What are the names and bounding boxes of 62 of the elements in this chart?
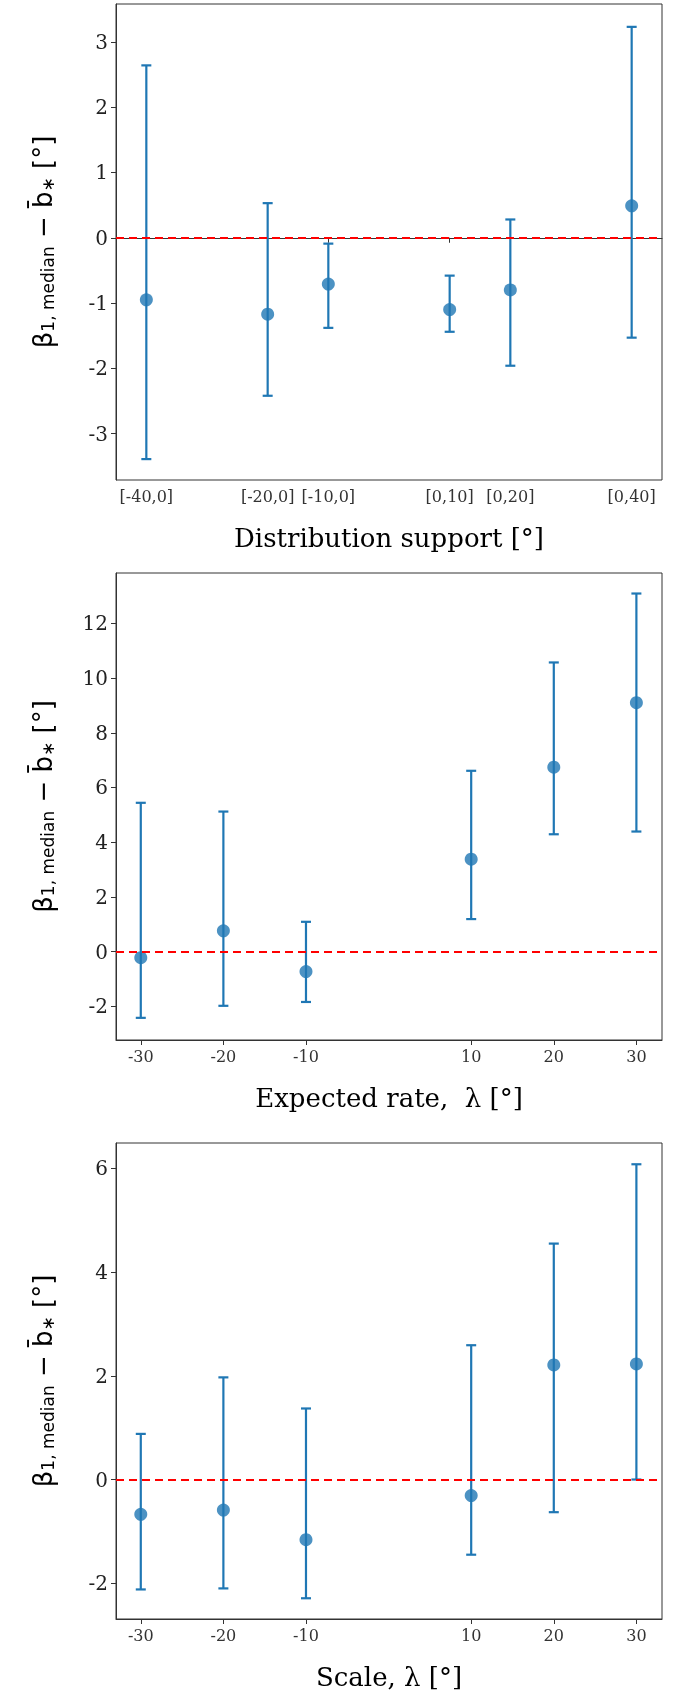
y-tick-label: 4 (95, 830, 108, 855)
x-tick-label: -20 (210, 1625, 237, 1645)
x-tick-label: [0,20] (486, 486, 535, 506)
point (629, 696, 643, 710)
point (625, 199, 639, 213)
y-axis-title: β1, median − b̄∗ [°] (26, 1274, 58, 1488)
x-tick-label: -10 (293, 1046, 319, 1066)
x-tick-label: -20 (210, 1046, 237, 1066)
y-tick-label: 0 (95, 939, 108, 964)
x-axis-title: Expected rate, λ [°] (255, 1083, 523, 1113)
point (464, 852, 478, 866)
point (299, 965, 313, 979)
point (321, 277, 335, 291)
point (139, 293, 153, 307)
y-tick-label: -2 (88, 1571, 108, 1596)
point (299, 1533, 313, 1547)
y-tick-label: 8 (95, 720, 108, 745)
x-tick-label: [0,10] (425, 486, 474, 506)
x-tick-label: 20 (543, 1625, 564, 1645)
point (547, 1358, 561, 1372)
y-tick-label: -2 (88, 356, 108, 381)
point (443, 303, 457, 317)
x-tick-label: [-40,0] (119, 486, 174, 506)
y-tick-label: 2 (95, 1363, 108, 1388)
x-tick-label: 30 (626, 1046, 647, 1066)
point (216, 924, 230, 938)
y-tick-label: 6 (95, 775, 108, 800)
y-tick-label: -2 (88, 994, 108, 1019)
point (464, 1489, 478, 1503)
point (261, 307, 275, 321)
x-axis-title: Distribution support [°] (234, 523, 544, 553)
x-tick-label: [-20,0] (240, 486, 295, 506)
point (629, 1357, 643, 1371)
y-tick-label: 1 (95, 160, 108, 185)
y-axis-title: β1, median − b̄∗ [°] (26, 700, 58, 913)
y-tick-label: -3 (88, 421, 108, 446)
point (134, 951, 148, 965)
y-tick-label: 0 (95, 225, 108, 250)
y-tick-label: 0 (95, 1467, 108, 1492)
x-tick-label: [0,40] (607, 486, 656, 506)
x-tick-label: [-10,0] (301, 486, 356, 506)
x-tick-label: -30 (127, 1046, 154, 1066)
y-tick-label: 6 (95, 1156, 108, 1181)
x-tick-label: 20 (543, 1046, 564, 1066)
y-tick-label: 3 (95, 29, 108, 54)
y-tick-label: 12 (82, 611, 108, 636)
y-tick-label: -1 (88, 291, 108, 316)
y-tick-label: 2 (95, 884, 108, 909)
point (503, 283, 517, 297)
y-tick-label: 4 (95, 1260, 108, 1285)
y-axis-title: β1, median − b̄∗ [°] (26, 135, 58, 349)
x-tick-label: 10 (461, 1046, 482, 1066)
x-tick-label: 30 (626, 1625, 647, 1645)
y-tick-label: 2 (95, 95, 108, 120)
x-tick-label: 10 (461, 1625, 482, 1645)
x-tick-label: -30 (127, 1625, 154, 1645)
point (547, 760, 561, 774)
y-tick-label: 10 (82, 666, 108, 691)
point (134, 1507, 148, 1521)
x-tick-label: -10 (293, 1625, 319, 1645)
x-axis-title: Scale, λ [°] (315, 1662, 463, 1692)
point (216, 1503, 230, 1517)
